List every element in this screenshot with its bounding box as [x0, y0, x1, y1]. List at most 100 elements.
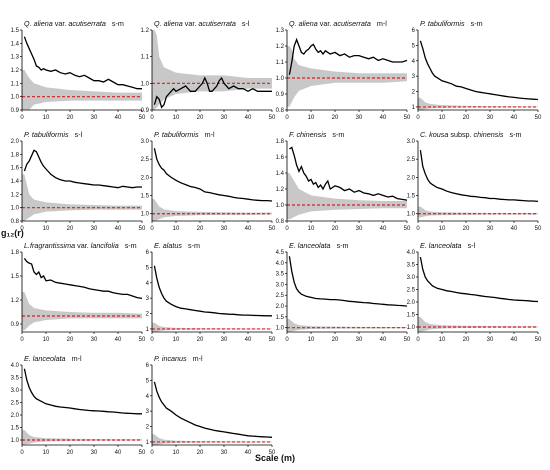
simulation-envelope	[287, 319, 407, 332]
y-tick-label: 2.0	[11, 139, 20, 145]
panel-title-species: E. alatus	[154, 241, 182, 250]
panel-title: E. lanceolata s-l	[420, 241, 476, 250]
x-tick-label: 50	[269, 450, 276, 456]
panel-title-pair: m-l	[205, 130, 215, 139]
x-tick-label: 40	[245, 450, 252, 456]
panel-title-species: E. lanceolata	[289, 241, 331, 250]
y-tick-label: 0.9	[141, 108, 150, 114]
y-tick-label: 2.5	[407, 157, 416, 163]
x-tick-label: 30	[91, 337, 98, 343]
y-tick-label: 1.3	[11, 55, 20, 61]
simulation-envelope	[152, 30, 272, 110]
y-tick-label: 1.2	[11, 68, 20, 74]
x-tick-label: 40	[245, 226, 252, 232]
x-tick-label: 50	[404, 226, 411, 232]
panel-14: P. incanus m-l 1 2 3 4 5 6 0 10 20 30 40 50	[146, 354, 276, 456]
y-tick-label: 6	[412, 28, 416, 34]
x-tick-label: 50	[269, 115, 276, 121]
simulation-envelope	[22, 292, 142, 331]
x-tick-label: 40	[380, 337, 387, 343]
x-tick-label: 0	[20, 226, 24, 232]
y-tick-label: 1.5	[11, 274, 20, 280]
x-tick-label: 30	[221, 450, 228, 456]
y-tick-label: 3.5	[407, 263, 416, 269]
panel-title-pair: s-m	[112, 19, 124, 28]
y-tick-label: 6	[146, 250, 150, 256]
y-tick-label: 1.6	[276, 155, 285, 161]
y-tick-label: 3.0	[11, 388, 20, 394]
x-tick-label: 20	[197, 450, 204, 456]
y-tick-label: 1.0	[11, 95, 20, 101]
x-tick-label: 10	[439, 226, 446, 232]
x-tick-label: 30	[356, 337, 363, 343]
y-tick-label: 2.0	[407, 300, 416, 306]
x-tick-label: 30	[356, 226, 363, 232]
y-tick-label: 3.0	[276, 282, 285, 288]
panel-title: C. kousa subsp. chinensis s-m	[420, 130, 522, 139]
panel-title: P. tabuliformis s-l	[24, 130, 83, 139]
y-tick-label: 5	[146, 265, 150, 271]
x-tick-label: 20	[67, 115, 74, 121]
y-tick-label: 1.5	[141, 194, 150, 200]
x-tick-label: 30	[487, 115, 494, 121]
observed-line	[153, 265, 272, 317]
x-tick-label: 20	[332, 226, 339, 232]
y-tick-label: 2.0	[276, 304, 285, 310]
y-tick-label: 4.0	[276, 261, 285, 267]
simulation-envelope	[22, 430, 142, 445]
panel-title-pair: m-l	[193, 354, 203, 363]
y-tick-label: 4	[146, 281, 150, 287]
x-tick-label: 30	[91, 115, 98, 121]
x-tick-label: 10	[308, 226, 315, 232]
x-tick-label: 20	[197, 337, 204, 343]
y-tick-label: 3.0	[407, 139, 416, 145]
y-tick-label: 3.0	[141, 139, 150, 145]
y-tick-label: 1.0	[11, 438, 20, 444]
y-tick-label: 2.5	[407, 288, 416, 294]
y-tick-label: 0.9	[276, 92, 285, 98]
x-tick-label: 40	[115, 337, 122, 343]
observed-line	[419, 40, 539, 101]
panel-title-infraspecies: lancifolia	[91, 241, 119, 250]
x-tick-label: 30	[91, 226, 98, 232]
observed-line	[23, 368, 142, 415]
x-tick-label: 50	[269, 337, 276, 343]
y-tick-label: 2	[146, 312, 150, 318]
y-tick-label: 3.0	[407, 275, 416, 281]
x-tick-label: 0	[150, 450, 154, 456]
panel-title-rank: var.	[318, 19, 334, 28]
panel-title-species: P. tabuliformis	[154, 130, 199, 139]
x-tick-label: 40	[115, 115, 122, 121]
x-tick-label: 30	[91, 450, 98, 456]
y-tick-label: 3	[146, 296, 150, 302]
panel-title: F. chinensis s-m	[289, 130, 344, 139]
x-tick-label: 10	[43, 450, 50, 456]
x-tick-label: 10	[439, 337, 446, 343]
panel-title-species: E. lanceolata	[420, 241, 462, 250]
x-tick-label: 20	[67, 226, 74, 232]
x-tick-label: 0	[150, 226, 154, 232]
panel-title-infraspecies: acutiserrata	[198, 19, 236, 28]
x-tick-label: 40	[511, 226, 518, 232]
x-tick-label: 10	[308, 337, 315, 343]
x-tick-label: 50	[404, 115, 411, 121]
panel-title-pair: s-m	[471, 19, 483, 28]
y-tick-label: 1.5	[11, 426, 20, 432]
x-tick-label: 50	[404, 337, 411, 343]
x-tick-label: 40	[380, 226, 387, 232]
observed-line	[153, 76, 272, 109]
panel-title-rank: var.	[53, 19, 69, 28]
simulation-envelope	[152, 322, 272, 332]
panel-title-species: Q. aliena	[289, 19, 318, 28]
y-tick-label: 1.5	[276, 315, 285, 321]
x-tick-label: 10	[43, 115, 50, 121]
y-tick-label: 4	[146, 394, 150, 400]
x-tick-label: 20	[463, 115, 470, 121]
panel-title: Q. aliena var. acutiserrata s-l	[154, 19, 250, 28]
y-tick-label: 1.1	[11, 81, 20, 87]
panel-title: P. incanus m-l	[154, 354, 203, 363]
x-tick-label: 10	[173, 450, 180, 456]
x-tick-label: 50	[139, 337, 146, 343]
observed-line	[153, 148, 273, 202]
